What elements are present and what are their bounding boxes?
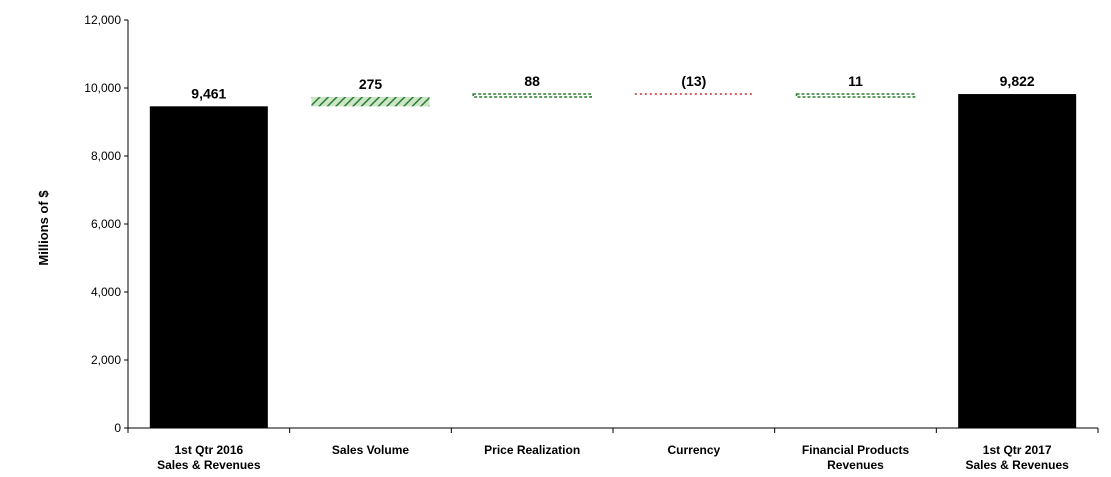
bars xyxy=(149,93,1077,429)
bar-total xyxy=(958,94,1077,428)
data-label: 9,461 xyxy=(191,85,226,101)
x-category-label: Sales & Revenues xyxy=(157,458,261,472)
bar-total xyxy=(149,106,268,429)
y-tick-label: 0 xyxy=(114,421,121,435)
x-category-label: Sales Volume xyxy=(332,443,409,457)
y-tick-label: 2,000 xyxy=(91,353,121,367)
x-category-label: Sales & Revenues xyxy=(965,458,1069,472)
data-label: 275 xyxy=(359,76,383,92)
x-category-label: 1st Qtr 2017 xyxy=(983,443,1052,457)
x-category-label: Price Realization xyxy=(484,443,580,457)
data-label: 11 xyxy=(848,73,863,89)
bar-increase xyxy=(311,96,430,107)
bar-increase xyxy=(795,93,916,98)
x-category-label: Financial Products xyxy=(802,443,910,457)
x-category-label: Revenues xyxy=(827,458,884,472)
bar-increase xyxy=(472,93,592,98)
y-tick-label: 6,000 xyxy=(91,217,121,231)
y-tick-label: 10,000 xyxy=(84,81,121,95)
x-category-label: Currency xyxy=(667,443,720,457)
axes xyxy=(127,20,1099,433)
y-axis-title: Millions of $ xyxy=(36,190,51,266)
data-label: 9,822 xyxy=(1000,73,1035,89)
y-ticks: 0 2,000 4,000 6,000 8,000 10,000 12,000 xyxy=(84,13,128,435)
y-tick-label: 4,000 xyxy=(91,285,121,299)
data-labels: 9,461 275 88 (13) 11 9,822 xyxy=(191,73,1035,101)
y-tick-label: 8,000 xyxy=(91,149,121,163)
x-category-label: 1st Qtr 2016 xyxy=(174,443,243,457)
y-tick-label: 12,000 xyxy=(84,13,121,27)
data-label: 88 xyxy=(524,73,540,89)
data-label: (13) xyxy=(681,73,706,89)
